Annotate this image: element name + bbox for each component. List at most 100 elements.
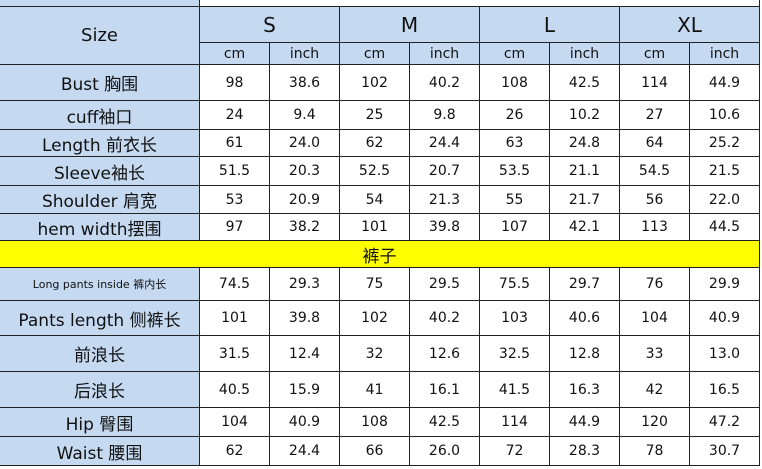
- value-cell: 47.2: [690, 408, 760, 437]
- value-cell: 54.5: [620, 157, 690, 186]
- value-cell: 24.4: [410, 130, 480, 157]
- value-cell: 24: [200, 101, 270, 130]
- value-cell: 104: [620, 301, 690, 336]
- value-cell: 21.5: [690, 157, 760, 186]
- value-cell: 16.1: [410, 372, 480, 408]
- value-cell: 25.2: [690, 130, 760, 157]
- value-cell: 98: [200, 65, 270, 101]
- value-cell: 114: [480, 408, 550, 437]
- value-cell: 9.4: [270, 101, 340, 130]
- value-cell: 52.5: [340, 157, 410, 186]
- row-label: hem width摆围: [0, 214, 200, 241]
- value-cell: 75.5: [480, 268, 550, 301]
- value-cell: 44.5: [690, 214, 760, 241]
- row-label: 前浪长: [0, 336, 200, 372]
- value-cell: 74.5: [200, 268, 270, 301]
- value-cell: 32.5: [480, 336, 550, 372]
- value-cell: 113: [620, 214, 690, 241]
- value-cell: 33: [620, 336, 690, 372]
- value-cell: 16.5: [690, 372, 760, 408]
- value-cell: 78: [620, 437, 690, 466]
- value-cell: 20.3: [270, 157, 340, 186]
- value-cell: 51.5: [200, 157, 270, 186]
- row-label: cuff袖口: [0, 101, 200, 130]
- value-cell: 40.9: [270, 408, 340, 437]
- value-cell: 63: [480, 130, 550, 157]
- unit-header: cm: [200, 43, 270, 65]
- value-cell: 21.1: [550, 157, 620, 186]
- unit-header: inch: [410, 43, 480, 65]
- unit-header: cm: [340, 43, 410, 65]
- value-cell: 12.6: [410, 336, 480, 372]
- value-cell: 21.3: [410, 186, 480, 214]
- value-cell: 40.9: [690, 301, 760, 336]
- row-label: Hip 臀围: [0, 408, 200, 437]
- top-strip-label: [0, 0, 200, 7]
- value-cell: 40.2: [410, 65, 480, 101]
- size-header: S: [200, 7, 340, 43]
- value-cell: 40.2: [410, 301, 480, 336]
- unit-header: inch: [550, 43, 620, 65]
- value-cell: 44.9: [690, 65, 760, 101]
- value-cell: 9.8: [410, 101, 480, 130]
- value-cell: 12.4: [270, 336, 340, 372]
- value-cell: 53: [200, 186, 270, 214]
- unit-header: inch: [690, 43, 760, 65]
- unit-header: inch: [270, 43, 340, 65]
- value-cell: 42: [620, 372, 690, 408]
- size-label: Size: [0, 7, 200, 65]
- top-strip: [200, 0, 760, 7]
- size-header: XL: [620, 7, 760, 43]
- value-cell: 39.8: [410, 214, 480, 241]
- value-cell: 42.5: [550, 65, 620, 101]
- value-cell: 25: [340, 101, 410, 130]
- value-cell: 76: [620, 268, 690, 301]
- unit-header: cm: [480, 43, 550, 65]
- value-cell: 44.9: [550, 408, 620, 437]
- value-cell: 26: [480, 101, 550, 130]
- value-cell: 108: [480, 65, 550, 101]
- value-cell: 54: [340, 186, 410, 214]
- value-cell: 114: [620, 65, 690, 101]
- row-label: Bust 胸围: [0, 65, 200, 101]
- value-cell: 31.5: [200, 336, 270, 372]
- value-cell: 75: [340, 268, 410, 301]
- value-cell: 10.6: [690, 101, 760, 130]
- value-cell: 41.5: [480, 372, 550, 408]
- value-cell: 108: [340, 408, 410, 437]
- value-cell: 101: [200, 301, 270, 336]
- value-cell: 120: [620, 408, 690, 437]
- row-label: Length 前衣长: [0, 130, 200, 157]
- value-cell: 103: [480, 301, 550, 336]
- value-cell: 38.2: [270, 214, 340, 241]
- value-cell: 101: [340, 214, 410, 241]
- value-cell: 62: [200, 437, 270, 466]
- value-cell: 30.7: [690, 437, 760, 466]
- value-cell: 39.8: [270, 301, 340, 336]
- value-cell: 42.1: [550, 214, 620, 241]
- value-cell: 56: [620, 186, 690, 214]
- value-cell: 13.0: [690, 336, 760, 372]
- size-header: L: [480, 7, 620, 43]
- value-cell: 12.8: [550, 336, 620, 372]
- value-cell: 24.4: [270, 437, 340, 466]
- value-cell: 29.3: [270, 268, 340, 301]
- value-cell: 62: [340, 130, 410, 157]
- row-label: Long pants inside 裤内长: [0, 268, 200, 301]
- value-cell: 42.5: [410, 408, 480, 437]
- value-cell: 102: [340, 301, 410, 336]
- value-cell: 27: [620, 101, 690, 130]
- value-cell: 29.7: [550, 268, 620, 301]
- value-cell: 10.2: [550, 101, 620, 130]
- value-cell: 38.6: [270, 65, 340, 101]
- value-cell: 64: [620, 130, 690, 157]
- value-cell: 41: [340, 372, 410, 408]
- value-cell: 40.6: [550, 301, 620, 336]
- value-cell: 55: [480, 186, 550, 214]
- value-cell: 29.5: [410, 268, 480, 301]
- size-header: M: [340, 7, 480, 43]
- value-cell: 72: [480, 437, 550, 466]
- value-cell: 97: [200, 214, 270, 241]
- unit-header: cm: [620, 43, 690, 65]
